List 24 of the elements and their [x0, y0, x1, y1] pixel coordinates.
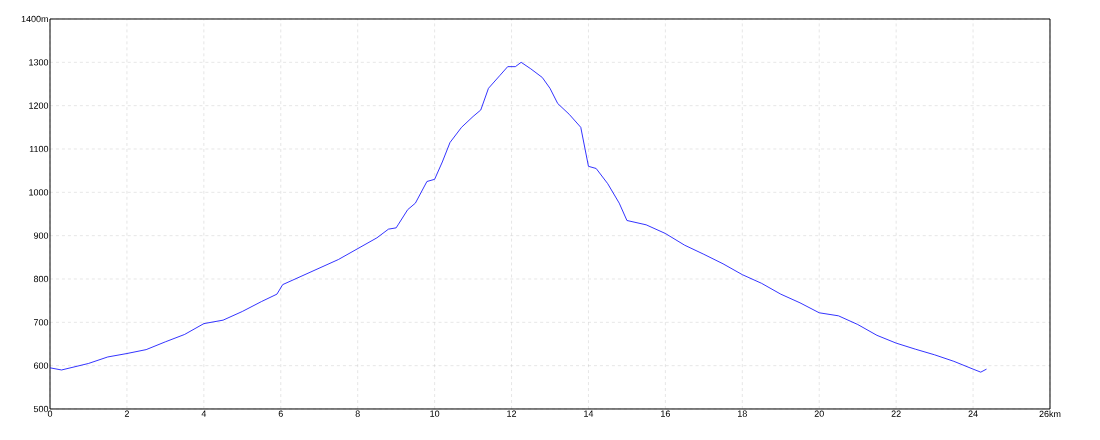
- x-tick-label: 10: [430, 410, 440, 417]
- y-tick-label: 1200: [29, 102, 49, 109]
- x-tick-label: 6: [278, 410, 283, 417]
- x-tick-label: 24: [968, 410, 978, 417]
- x-tick-label: 14: [584, 410, 594, 417]
- y-tick-label: 1100: [29, 145, 49, 153]
- x-tick-label: 2: [124, 410, 129, 417]
- y-tick-label: 700: [33, 319, 49, 326]
- y-tick-label: 600: [33, 362, 49, 369]
- x-tick-label: 26km: [1039, 410, 1061, 418]
- y-tick-label: 500: [33, 405, 49, 413]
- x-tick-label: 16: [661, 410, 670, 417]
- x-tick-label: 8: [355, 410, 360, 417]
- x-tick-label: 18: [738, 410, 747, 417]
- x-tick-label: 22: [891, 410, 901, 417]
- x-tick-label: 0: [47, 410, 53, 417]
- y-tick-label: 1000: [29, 189, 49, 196]
- y-tick-label: 1300: [29, 59, 49, 66]
- x-tick-label: 4: [201, 410, 207, 417]
- y-tick-label: 800: [33, 275, 49, 283]
- x-tick-label: 12: [507, 410, 517, 417]
- x-tick-label: 20: [814, 410, 824, 417]
- y-tick-label: 900: [33, 232, 49, 239]
- y-tick-label: 1400m: [21, 15, 48, 23]
